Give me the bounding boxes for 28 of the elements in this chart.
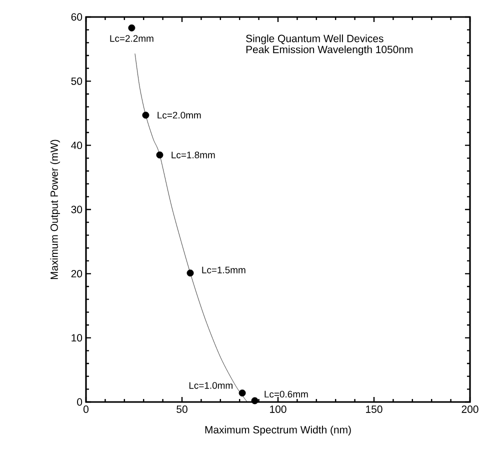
- y-tick-label: 10: [72, 334, 82, 342]
- x-tick-label: 150: [366, 406, 382, 413]
- point: [156, 151, 164, 158]
- x-tick-label: 0: [84, 406, 88, 413]
- x-tick-label: 100: [270, 406, 286, 413]
- y-tick-label: 30: [71, 206, 82, 214]
- point: [128, 24, 136, 32]
- annotation: Lc=2.0mm: [158, 112, 201, 119]
- annotation: Single Quantum Well Devices: [246, 34, 384, 44]
- annotation: Lc=0.6mm: [264, 390, 308, 398]
- point: [142, 112, 150, 119]
- point: [251, 397, 258, 404]
- y-axis-title: Maximum Output Power (mW): [50, 140, 60, 279]
- annotation: Peak Emission Wavelength 1050nm: [246, 45, 412, 56]
- y-tick-label: 20: [71, 270, 82, 278]
- y-tick-label: 50: [71, 77, 82, 85]
- y-tick-label: 60: [71, 13, 82, 21]
- y-tick-label: 0: [77, 398, 82, 406]
- x-tick-label: 50: [176, 406, 188, 413]
- y-tick-label: 40: [71, 142, 82, 150]
- annotation: Lc=2.2mm: [110, 35, 154, 42]
- point: [238, 390, 246, 397]
- x-axis-title: Maximum Spectrum Width (nm): [205, 426, 351, 436]
- x-tick-label: 200: [462, 406, 478, 413]
- annotation: Lc=1.0mm: [189, 382, 232, 389]
- annotation: Lc=1.8mm: [172, 152, 215, 158]
- annotation: Lc=1.5mm: [202, 266, 246, 274]
- point: [186, 270, 194, 277]
